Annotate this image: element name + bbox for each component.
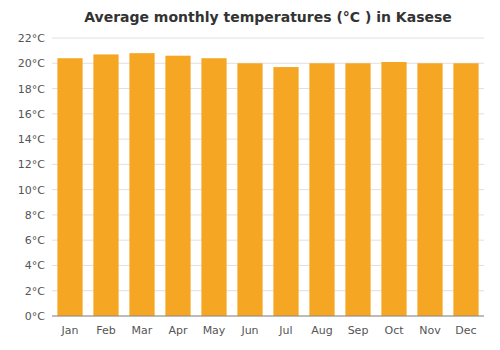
y-tick-label: 20°C [18,57,45,70]
y-tick-label: 4°C [25,259,45,272]
x-tick-label: Sep [348,324,369,337]
bar [93,54,118,316]
bar [129,53,154,316]
bar [273,67,298,316]
y-tick-label: 12°C [18,158,45,171]
y-tick-label: 0°C [25,310,45,323]
bar [309,63,334,316]
bar [345,63,370,316]
bar [381,62,406,316]
y-axis: 0°C 2°C 4°C 6°C 8°C 10°C 12°C 14°C 16°C 18°C 20°C 2… [18,32,484,323]
y-tick-label: 6°C [25,234,45,247]
x-tick-label: Apr [168,324,188,337]
x-tick-label: Aug [311,324,332,337]
bar [417,63,442,316]
y-tick-label: 22°C [18,32,45,45]
bar [453,63,478,316]
bar [237,63,262,316]
bars [57,53,478,316]
y-tick-label: 8°C [25,209,45,222]
bar [165,56,190,316]
y-tick-label: 16°C [18,108,45,121]
x-tick-label: Dec [455,324,476,337]
x-tick-label: May [203,324,226,337]
y-tick-label: 2°C [25,285,45,298]
bar [201,58,226,316]
x-tick-label: Oct [384,324,404,337]
y-tick-label: 18°C [18,83,45,96]
x-tick-label: Feb [96,324,115,337]
x-axis: Jan Feb Mar Apr May Jun Jul Aug Sep Oct Nov Dec [52,316,484,337]
x-tick-label: Jan [61,324,79,337]
y-tick-label: 10°C [18,184,45,197]
y-tick-label: 14°C [18,133,45,146]
x-tick-label: Nov [419,324,441,337]
x-tick-label: Jun [240,324,258,337]
x-tick-label: Mar [132,324,153,337]
x-tick-label: Jul [278,324,292,337]
title: Average monthly temperatures (°C ) in Ka… [84,9,452,25]
x-axis-line [52,316,484,317]
grid-line [52,316,484,317]
bar [57,58,82,316]
chart: Average monthly temperatures (°C ) in Ka… [0,0,500,350]
grid-line [52,38,484,39]
